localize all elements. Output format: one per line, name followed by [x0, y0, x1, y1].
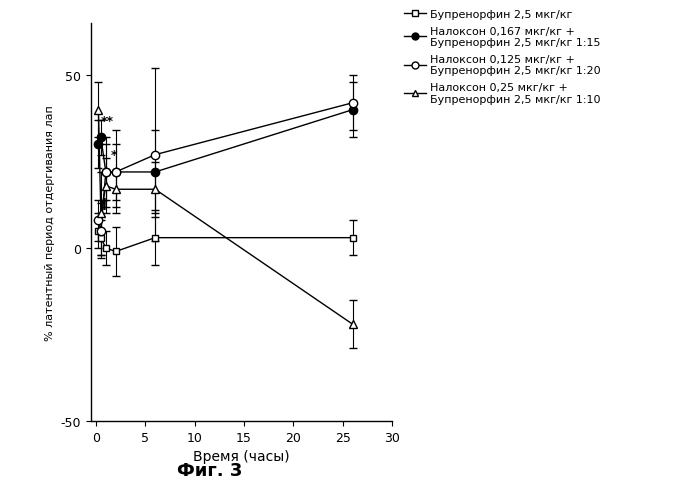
Y-axis label: % латентный период отдергивания лап: % латентный период отдергивания лап: [46, 105, 55, 340]
Text: *: *: [111, 149, 118, 162]
Text: †: †: [101, 197, 108, 211]
Text: Фиг. 3: Фиг. 3: [177, 461, 243, 479]
Legend: Бупренорфин 2,5 мкг/кг, Налоксон 0,167 мкг/кг +
Бупренорфин 2,5 мкг/кг 1:15, Нал: Бупренорфин 2,5 мкг/кг, Налоксон 0,167 м…: [404, 10, 601, 105]
Text: **: **: [101, 114, 114, 127]
X-axis label: Время (часы): Время (часы): [193, 449, 290, 463]
